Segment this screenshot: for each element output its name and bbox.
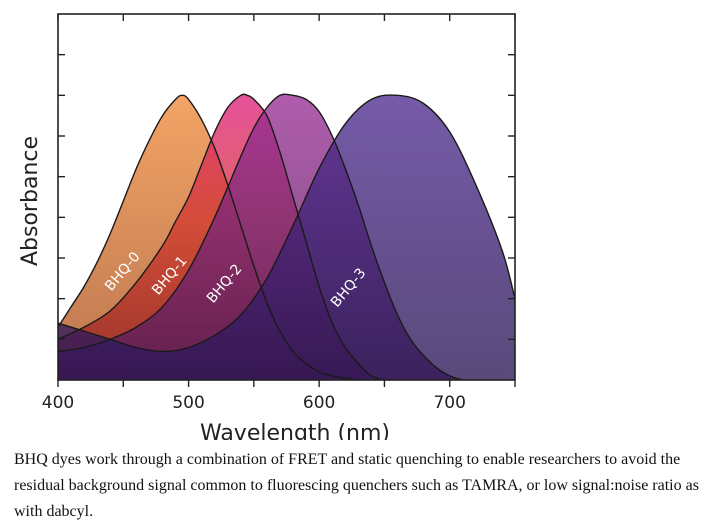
series-line-bhq-2	[57, 93, 464, 381]
series-area-bhq-3	[58, 95, 515, 380]
x-tick-label: 400	[42, 393, 74, 413]
plot-frame	[57, 13, 516, 381]
absorbance-chart: 400 500 600 700 BHQ-0 BHQ-1 BHQ-2 BHQ-3 Wavele…	[18, 13, 516, 440]
series-line-bhq-0	[57, 94, 359, 381]
axes: 400 500 600 700	[42, 13, 516, 413]
series-line-bhq-3	[57, 94, 516, 353]
x-tick-label: 600	[303, 393, 335, 413]
x-tick-label: 500	[172, 393, 204, 413]
x-axis-label: Wavelength (nm)	[200, 421, 390, 440]
y-axis-label: Absorbance	[18, 136, 43, 266]
series-line-bhq-1	[57, 93, 385, 381]
x-tick-label: 700	[433, 393, 465, 413]
figure-caption: BHQ dyes work through a combination of F…	[14, 451, 699, 520]
series-areas	[57, 14, 516, 381]
